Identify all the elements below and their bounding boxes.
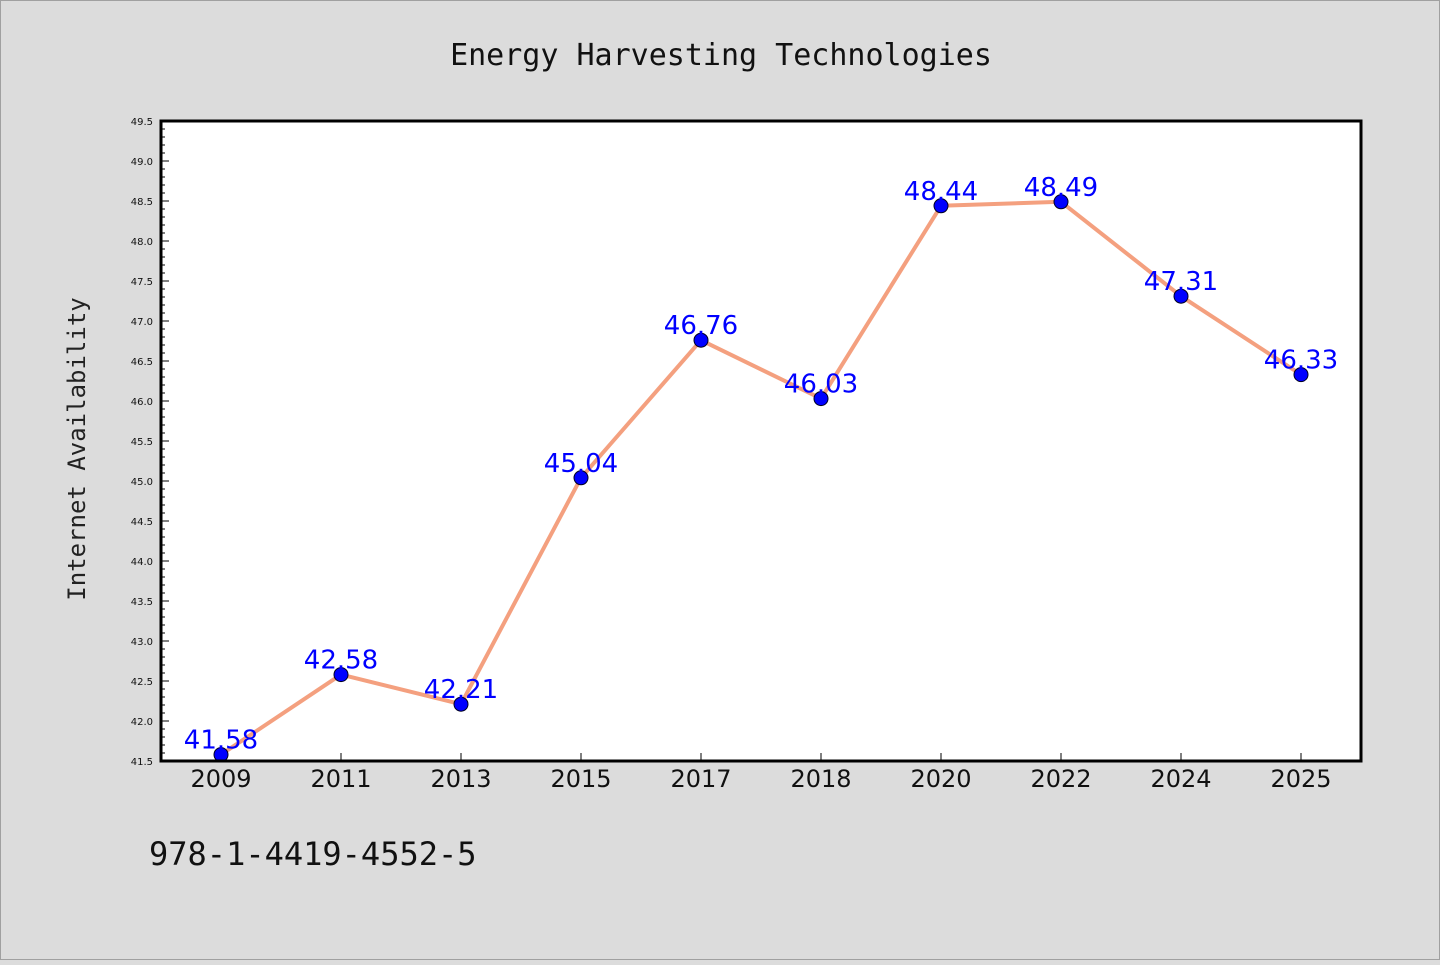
data-markers <box>213 194 1309 763</box>
x-axis-ticks: 2009 2011 2013 2015 2017 2018 2020 2022 2024 2025 <box>190 753 1332 793</box>
x-tick-label: 2018 <box>790 765 851 793</box>
series-line <box>219 199 1303 757</box>
data-label: 46.03 <box>784 370 858 400</box>
y-tick-label: 49.5 <box>131 117 153 128</box>
y-tick-label: 48.0 <box>131 237 153 248</box>
y-tick-label: 45.0 <box>131 477 153 488</box>
x-tick-label: 2009 <box>190 765 251 793</box>
x-tick-label: 2022 <box>1030 765 1091 793</box>
y-tick-label: 49.0 <box>131 157 153 168</box>
isbn-text: 978-1-4419-4552-5 <box>149 835 477 873</box>
data-point <box>573 470 589 486</box>
data-label: 48.49 <box>1024 173 1098 203</box>
y-tick-label: 42.5 <box>131 677 153 688</box>
y-tick-label: 44.5 <box>131 517 153 528</box>
y-tick-label: 44.0 <box>131 557 153 568</box>
x-tick-label: 2017 <box>670 765 731 793</box>
data-label: 45.04 <box>544 449 618 479</box>
y-tick-label: 46.5 <box>131 357 153 368</box>
y-tick-label: 43.5 <box>131 597 153 608</box>
data-label: 41.58 <box>184 726 258 756</box>
plot-area: 41.5 42.0 42.5 43.0 43.5 44.0 44.5 45.0 45.5 46.0… <box>131 117 1363 793</box>
y-tick-label: 41.5 <box>131 757 153 768</box>
plot-background <box>161 121 1361 761</box>
data-point <box>813 391 829 407</box>
data-point <box>453 696 469 712</box>
x-tick-label: 2011 <box>310 765 371 793</box>
series-line-group <box>219 199 1303 757</box>
data-label: 48.44 <box>904 177 978 207</box>
y-axis-ticks: 41.5 42.0 42.5 43.0 43.5 44.0 44.5 45.0 45.5 46.0… <box>131 117 169 768</box>
x-tick-label: 2025 <box>1270 765 1331 793</box>
x-tick-label: 2013 <box>430 765 491 793</box>
x-tick-label: 2020 <box>910 765 971 793</box>
data-point <box>1173 288 1189 304</box>
y-axis-label: Internet Availability <box>63 297 91 600</box>
data-point <box>333 667 349 683</box>
y-tick-label: 45.5 <box>131 437 153 448</box>
x-tick-label: 2024 <box>1150 765 1211 793</box>
y-tick-label: 47.5 <box>131 277 153 288</box>
data-point <box>933 198 949 214</box>
data-point <box>693 332 709 348</box>
data-label: 46.76 <box>664 311 738 341</box>
y-tick-label: 47.0 <box>131 317 153 328</box>
data-point <box>1053 194 1069 210</box>
x-tick-label: 2015 <box>550 765 611 793</box>
data-labels: 41.58 42.58 42.21 45.04 46.76 46.03 48.44 48.49… <box>184 173 1338 756</box>
chart-title: Energy Harvesting Technologies <box>450 38 992 73</box>
data-label: 42.21 <box>424 675 498 705</box>
y-tick-label: 46.0 <box>131 397 153 408</box>
y-tick-label: 48.5 <box>131 197 153 208</box>
plot-border <box>159 119 1363 763</box>
data-label: 47.31 <box>1144 267 1218 297</box>
y-tick-label: 43.0 <box>131 637 153 648</box>
data-label: 46.33 <box>1264 346 1338 376</box>
y-tick-label: 42.0 <box>131 717 153 728</box>
data-point <box>1293 367 1309 383</box>
data-label: 42.58 <box>304 646 378 676</box>
